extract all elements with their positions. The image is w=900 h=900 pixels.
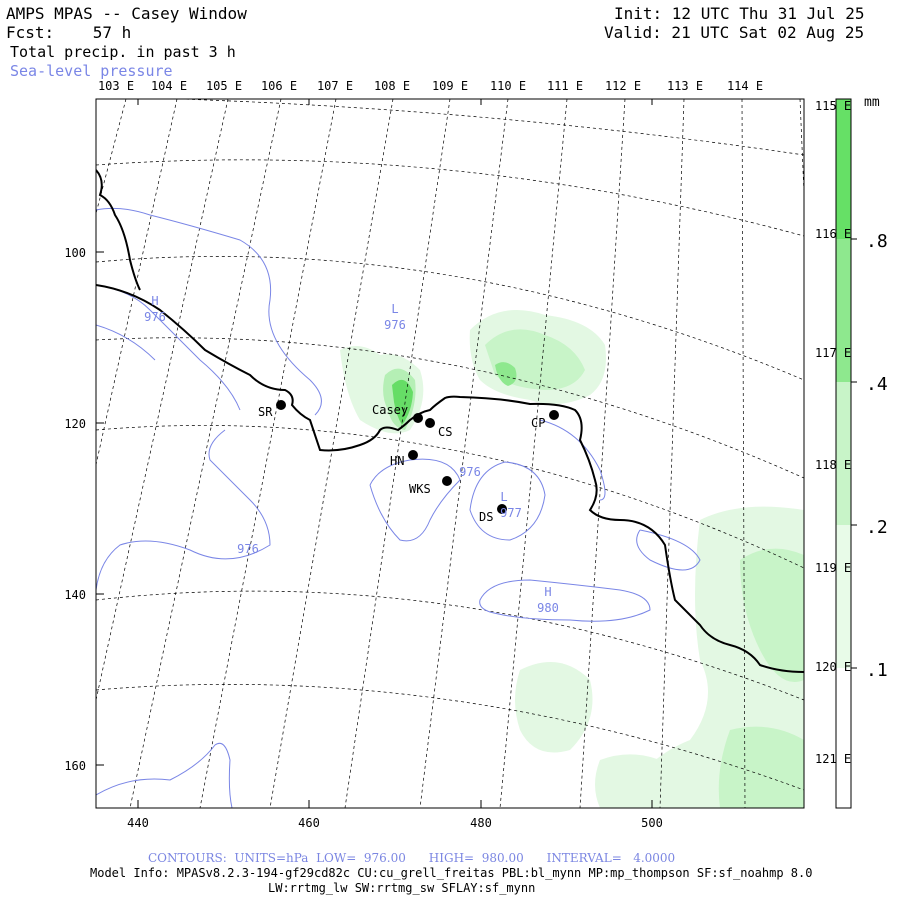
axis-ticks bbox=[96, 99, 653, 808]
station-label-wks: WKS bbox=[409, 482, 431, 496]
model-info-line-1: Model Info: MPASv8.2.3-194-gf29cd82c CU:… bbox=[90, 866, 813, 880]
station-label-ds: DS bbox=[479, 510, 493, 524]
coastline bbox=[96, 169, 804, 673]
y-tick-label: 120 bbox=[64, 417, 86, 431]
y-tick-label: 140 bbox=[64, 588, 86, 602]
colorbar-label: .4 bbox=[866, 374, 888, 395]
station-label-cp: CP bbox=[531, 416, 545, 430]
pressure-center-symbol: L bbox=[500, 490, 507, 504]
pressure-center-value: 977 bbox=[500, 506, 522, 520]
station-label-cs: CS bbox=[438, 425, 452, 439]
station-hn-dot bbox=[408, 450, 418, 460]
pressure-center-symbol: L bbox=[391, 302, 398, 316]
y-tick-label: 160 bbox=[64, 759, 86, 773]
station-wks-dot bbox=[442, 476, 452, 486]
field-precip-title: Total precip. in past 3 h bbox=[10, 43, 236, 61]
model-info-line-2: LW:rrtmg_lw SW:rrtmg_sw SFLAY:sf_mynn bbox=[268, 881, 536, 895]
top-lon-label: 112 E bbox=[605, 79, 641, 93]
right-lon-label: 120 E bbox=[815, 660, 851, 674]
top-lon-label: 106 E bbox=[261, 79, 297, 93]
pressure-center-value: 976 bbox=[144, 310, 166, 324]
top-lon-label: 107 E bbox=[317, 79, 353, 93]
station-casey-dot bbox=[413, 413, 423, 423]
top-lon-label: 111 E bbox=[547, 79, 583, 93]
contour-label: 976 bbox=[237, 542, 259, 556]
station-markers bbox=[276, 400, 559, 514]
latitude-lines bbox=[96, 99, 804, 791]
top-lon-label: 105 E bbox=[206, 79, 242, 93]
top-lon-label: 113 E bbox=[667, 79, 703, 93]
pressure-contours bbox=[96, 207, 701, 808]
x-tick-label: 480 bbox=[470, 816, 492, 830]
top-lon-label: 103 E bbox=[98, 79, 134, 93]
valid-time: Valid: 21 UTC Sat 02 Aug 25 bbox=[604, 23, 865, 42]
x-tick-label: 460 bbox=[298, 816, 320, 830]
colorbar-label: .2 bbox=[866, 517, 888, 538]
right-lon-label: 115 E bbox=[815, 99, 851, 113]
right-lon-label: 118 E bbox=[815, 458, 851, 472]
right-lon-label: 117 E bbox=[815, 346, 851, 360]
colorbar-label: .1 bbox=[866, 660, 888, 681]
colorbar bbox=[835, 98, 857, 809]
precip-shading bbox=[340, 310, 804, 808]
top-lon-label: 114 E bbox=[727, 79, 763, 93]
station-label-hn: HN bbox=[390, 454, 404, 468]
station-ds-dot bbox=[497, 504, 507, 514]
x-tick-label: 500 bbox=[641, 816, 663, 830]
top-lon-label: 109 E bbox=[432, 79, 468, 93]
pressure-center-symbol: H bbox=[544, 585, 551, 599]
plot-frame bbox=[95, 98, 805, 809]
y-tick-label: 100 bbox=[64, 246, 86, 260]
right-lon-label: 121 E bbox=[815, 752, 851, 766]
top-lon-label: 108 E bbox=[374, 79, 410, 93]
contour-label: 976 bbox=[459, 465, 481, 479]
contour-info: CONTOURS: UNITS=hPa LOW= 976.00 HIGH= 98… bbox=[148, 851, 676, 865]
top-lon-label: 110 E bbox=[490, 79, 526, 93]
station-label-casey: Casey bbox=[372, 403, 408, 417]
right-lon-label: 116 E bbox=[815, 227, 851, 241]
forecast-hour: Fcst: 57 h bbox=[6, 23, 132, 42]
right-lon-label: 119 E bbox=[815, 561, 851, 575]
station-cp-dot bbox=[549, 410, 559, 420]
model-title: AMPS MPAS -- Casey Window bbox=[6, 4, 247, 23]
field-slp-title: Sea-level pressure bbox=[10, 62, 173, 80]
top-lon-label: 104 E bbox=[151, 79, 187, 93]
x-tick-label: 440 bbox=[127, 816, 149, 830]
init-time: Init: 12 UTC Thu 31 Jul 25 bbox=[614, 4, 865, 23]
pressure-center-value: 980 bbox=[537, 601, 559, 615]
pressure-center-symbol: H bbox=[151, 294, 158, 308]
colorbar-label: .8 bbox=[866, 231, 888, 252]
pressure-center-value: 976 bbox=[384, 318, 406, 332]
station-sr-dot bbox=[276, 400, 286, 410]
colorbar-unit: mm bbox=[864, 95, 880, 110]
longitude-lines bbox=[96, 99, 804, 808]
station-label-sr: SR bbox=[258, 405, 273, 419]
station-cs-dot bbox=[425, 418, 435, 428]
